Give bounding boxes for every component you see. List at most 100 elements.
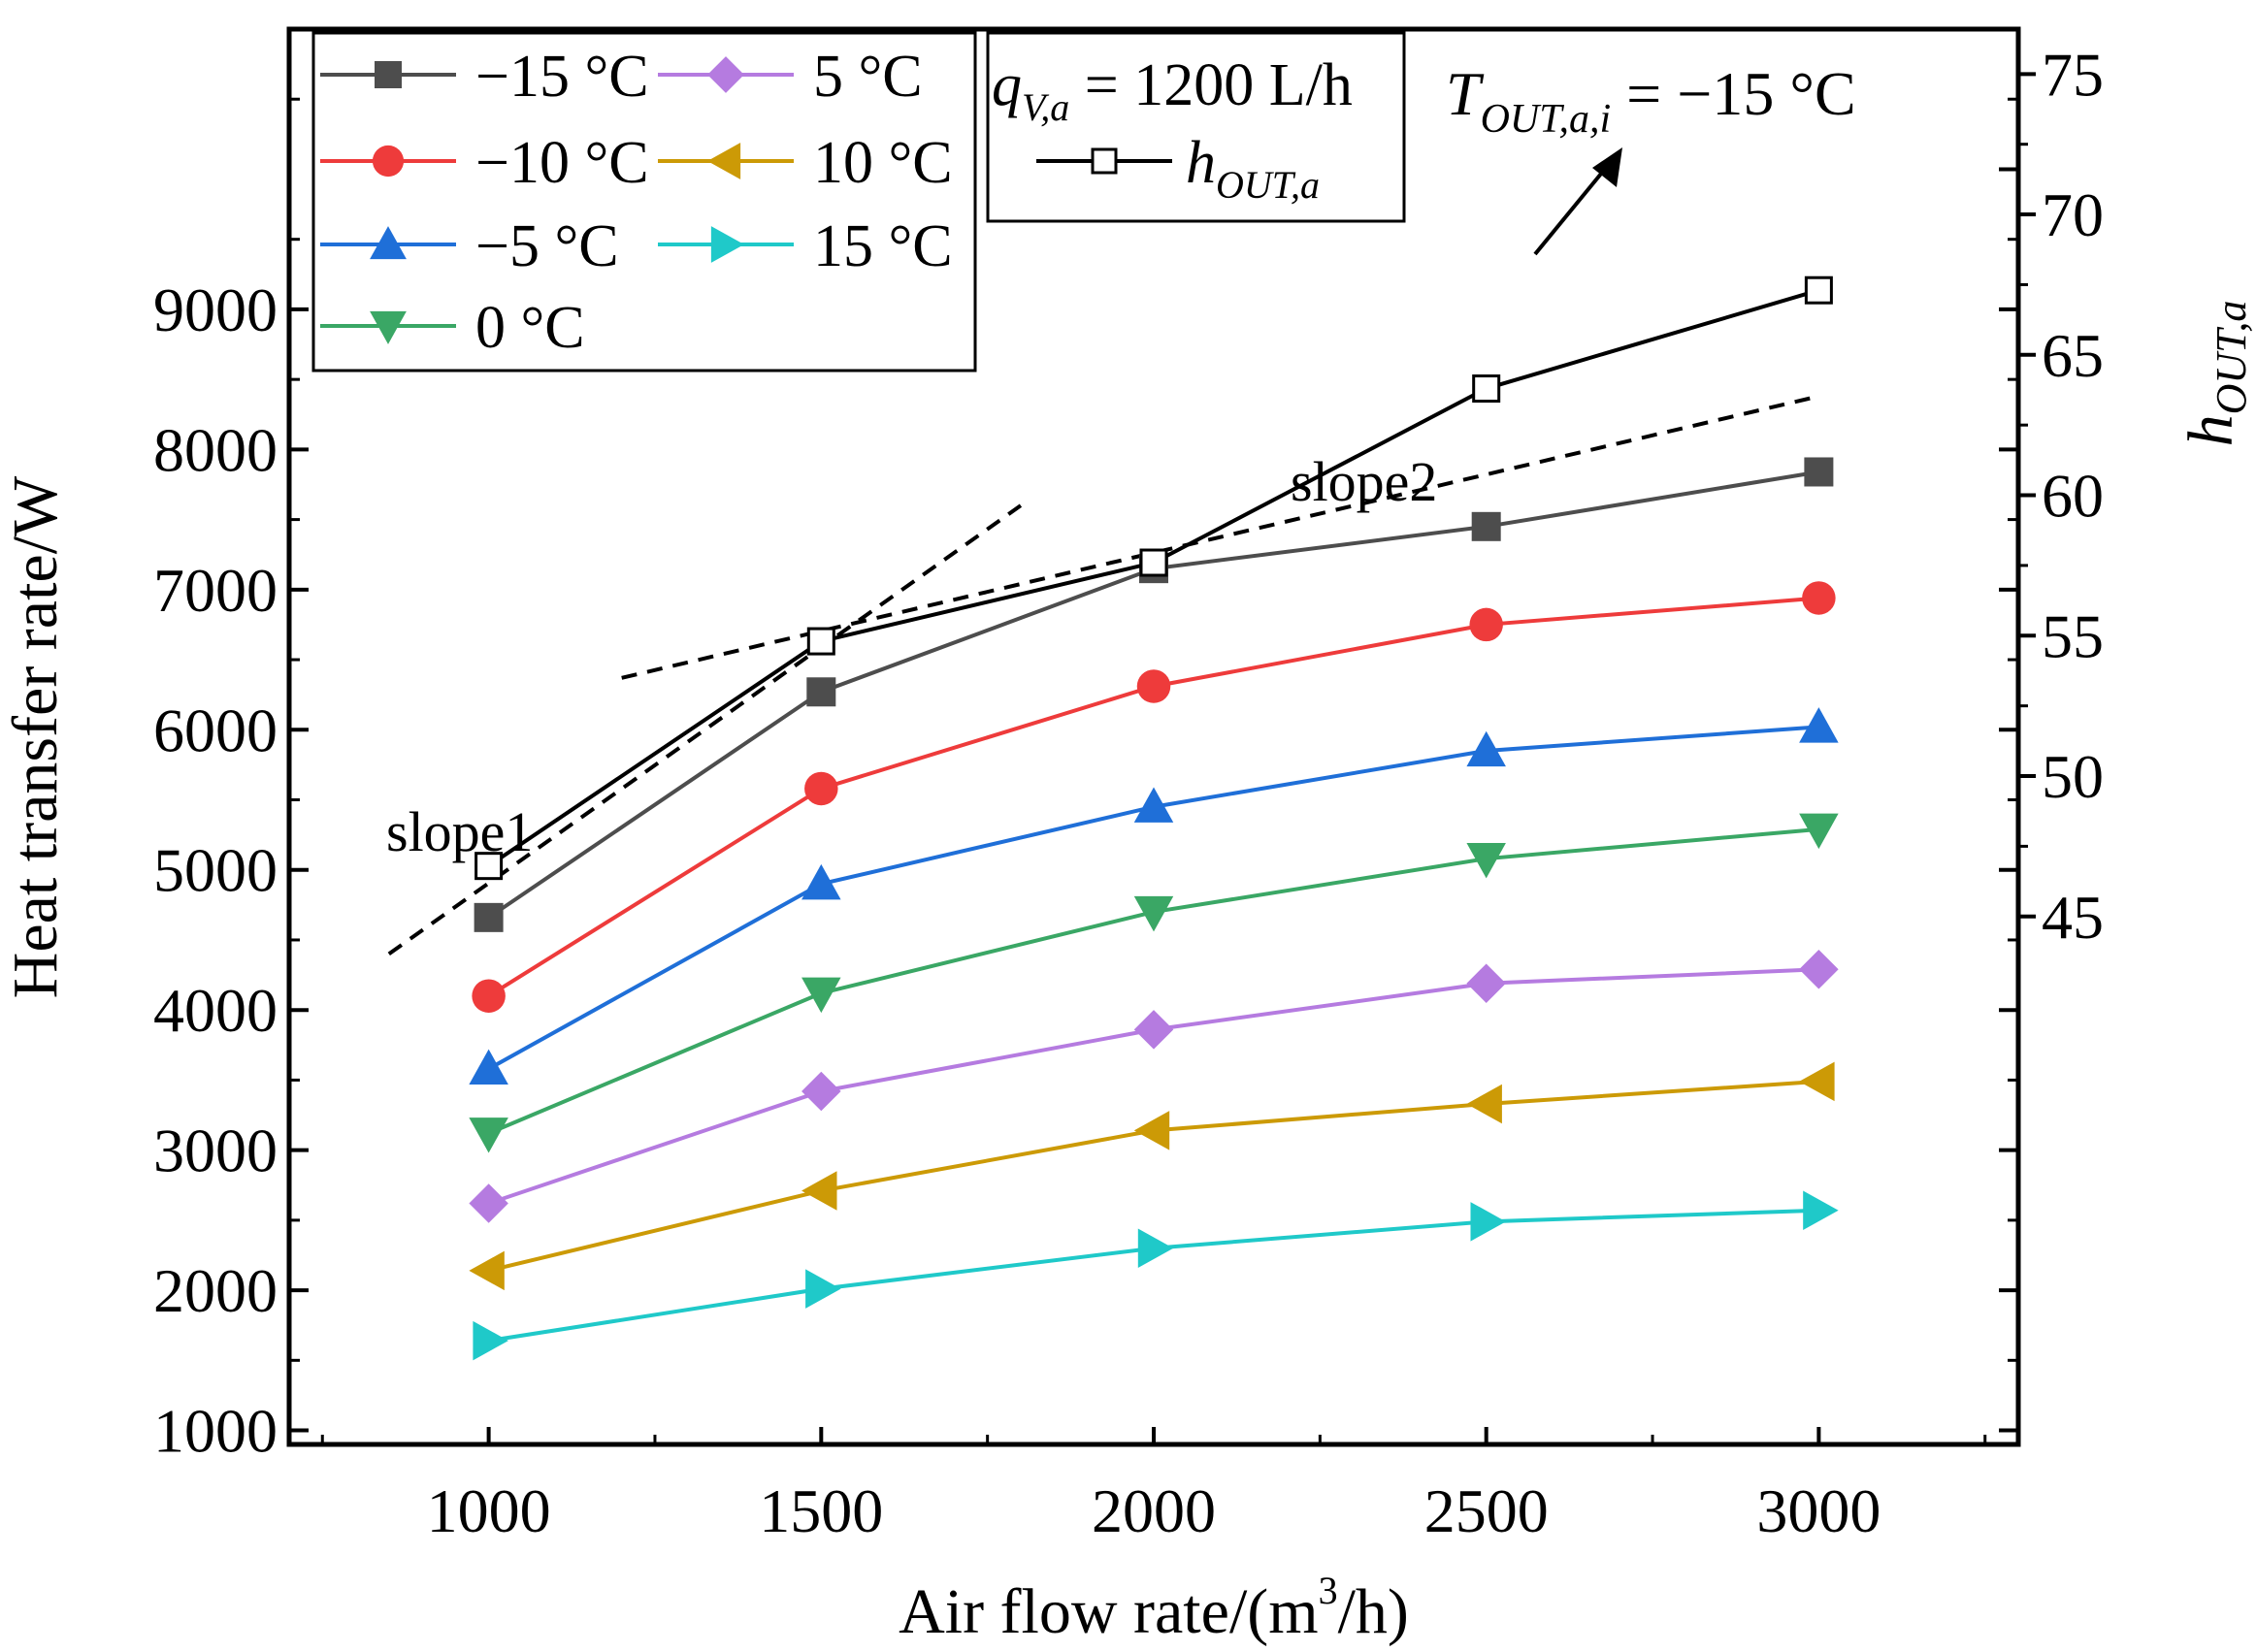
data-point-2-4 bbox=[1799, 707, 1839, 743]
y2-tick-label-65: 65 bbox=[2042, 321, 2104, 390]
y2-tick-label-55: 55 bbox=[2042, 601, 2104, 670]
data-point-3-2 bbox=[1133, 895, 1174, 932]
data-point-1-2 bbox=[1136, 669, 1171, 703]
temp-arrow-shaft bbox=[1533, 166, 1608, 256]
x-axis-title: Air flow rate/(m3/h) bbox=[899, 1569, 1409, 1647]
x-tick-label-2500: 2500 bbox=[1424, 1476, 1549, 1545]
legend-marker-5 bbox=[707, 143, 741, 179]
legend-item-3: 0 °C bbox=[320, 295, 585, 361]
legend-label-4: 5 °C bbox=[813, 44, 923, 110]
series-3 bbox=[469, 813, 1839, 1153]
slope-lines bbox=[387, 394, 1819, 956]
series-5 bbox=[469, 1061, 1835, 1291]
data-point-0-1 bbox=[806, 677, 836, 707]
legend-marker-0 bbox=[375, 61, 402, 88]
h-legend-label: hOUT,a bbox=[1186, 130, 1320, 207]
y2-tick-label-75: 75 bbox=[2042, 40, 2104, 109]
y-tick-label-4000: 4000 bbox=[153, 976, 278, 1045]
data-point-6-2 bbox=[1137, 1228, 1174, 1269]
x-tick-label-1000: 1000 bbox=[427, 1476, 551, 1545]
legend-item-5: 10 °C bbox=[658, 130, 953, 196]
y-axis-title: Heat transfer rate/W bbox=[0, 475, 71, 998]
data-point-4-0 bbox=[469, 1183, 508, 1223]
temp-annotation: TOUT,a,i = −15 °C bbox=[1446, 59, 1856, 142]
data-point-3-0 bbox=[469, 1118, 508, 1153]
legend-item-1: −10 °C bbox=[320, 130, 649, 196]
h-series-layer bbox=[474, 275, 1833, 881]
data-point-4-4 bbox=[1799, 950, 1839, 989]
data-point-2-0 bbox=[469, 1049, 508, 1085]
y2-axis-ticks: 45 50 55 60 65 70 75 bbox=[1999, 40, 2104, 1433]
legend-label-6: 15 °C bbox=[813, 213, 953, 279]
series-4 bbox=[469, 950, 1839, 1223]
legend-label-5: 10 °C bbox=[813, 130, 953, 196]
y-tick-label-2000: 2000 bbox=[153, 1256, 278, 1325]
data-point-1-0 bbox=[472, 979, 506, 1013]
h-data-point-0 bbox=[474, 852, 504, 881]
data-point-5-1 bbox=[801, 1171, 837, 1211]
y-tick-label-9000: 9000 bbox=[153, 275, 278, 344]
flow-annotation: qV,a = 1200 L/h bbox=[992, 52, 1353, 129]
data-point-0-0 bbox=[474, 902, 504, 932]
h-data-point-1 bbox=[806, 627, 835, 656]
series-6 bbox=[473, 1190, 1839, 1361]
legend-label-2: −5 °C bbox=[475, 213, 619, 279]
data-point-1-1 bbox=[804, 771, 838, 806]
y-axis-ticks: 1000 2000 3000 4000 5000 6000 7000 8000 9000 bbox=[153, 97, 309, 1466]
slope2-label: slope2 bbox=[1291, 450, 1437, 513]
data-point-0-4 bbox=[1804, 457, 1834, 487]
legend-item-0: −15 °C bbox=[320, 44, 649, 110]
legend-label-3: 0 °C bbox=[475, 295, 585, 361]
x-tick-label-3000: 3000 bbox=[1756, 1476, 1881, 1545]
temp-arrow-head bbox=[1592, 147, 1622, 187]
data-point-6-3 bbox=[1470, 1202, 1506, 1242]
data-point-3-4 bbox=[1799, 813, 1839, 850]
y-tick-label-6000: 6000 bbox=[153, 696, 278, 764]
h-legend-marker bbox=[1091, 147, 1118, 175]
data-point-6-0 bbox=[473, 1320, 508, 1361]
legend-item-6: 15 °C bbox=[658, 213, 953, 279]
h-data-point-3 bbox=[1472, 374, 1501, 404]
h-data-point-2 bbox=[1139, 548, 1168, 577]
x-axis-ticks: 1000 1500 2000 2500 3000 bbox=[320, 1427, 1987, 1545]
h-data-point-4 bbox=[1804, 275, 1833, 305]
y2-axis-title: hOUT,a bbox=[2175, 301, 2255, 447]
series-layer bbox=[469, 457, 1839, 1361]
legend-label-1: −10 °C bbox=[475, 130, 649, 196]
series-line-3 bbox=[487, 826, 1819, 1136]
series-1 bbox=[472, 581, 1836, 1013]
x-tick-label-2000: 2000 bbox=[1092, 1476, 1216, 1545]
data-point-6-4 bbox=[1803, 1190, 1839, 1231]
y2-tick-label-70: 70 bbox=[2042, 180, 2104, 249]
y2-tick-label-60: 60 bbox=[2042, 462, 2104, 531]
data-point-5-3 bbox=[1466, 1084, 1502, 1124]
data-point-2-3 bbox=[1466, 730, 1506, 767]
series-legend: −15 °C −10 °C −5 °C 0 °C 5 °C 10 °C 15 °C bbox=[311, 31, 977, 373]
data-point-5-0 bbox=[469, 1250, 505, 1291]
legend-item-2: −5 °C bbox=[320, 213, 619, 279]
h-legend: qV,a = 1200 L/h hOUT,a bbox=[986, 31, 1406, 223]
slope2-line bbox=[621, 394, 1819, 680]
y-tick-label-7000: 7000 bbox=[153, 556, 278, 625]
series-line-6 bbox=[488, 1208, 1819, 1344]
slope1-line bbox=[387, 503, 1023, 956]
data-point-3-3 bbox=[1466, 842, 1506, 879]
legend-marker-3 bbox=[370, 310, 407, 344]
legend-marker-1 bbox=[372, 145, 405, 178]
y2-tick-label-45: 45 bbox=[2042, 883, 2104, 952]
y-tick-label-5000: 5000 bbox=[153, 836, 278, 905]
data-point-2-2 bbox=[1133, 787, 1174, 823]
slope1-label: slope1 bbox=[386, 800, 533, 863]
series-2 bbox=[469, 707, 1839, 1085]
temp-arrow bbox=[1533, 147, 1622, 256]
data-point-3-1 bbox=[801, 977, 841, 1014]
series-legend-box bbox=[311, 31, 977, 373]
h-legend-box bbox=[986, 31, 1406, 223]
legend-marker-4 bbox=[707, 56, 744, 93]
series-line-4 bbox=[487, 967, 1819, 1206]
legend-item-4: 5 °C bbox=[658, 44, 923, 110]
y2-tick-label-50: 50 bbox=[2042, 742, 2104, 811]
data-point-4-1 bbox=[801, 1071, 841, 1112]
data-point-0-3 bbox=[1471, 511, 1501, 541]
